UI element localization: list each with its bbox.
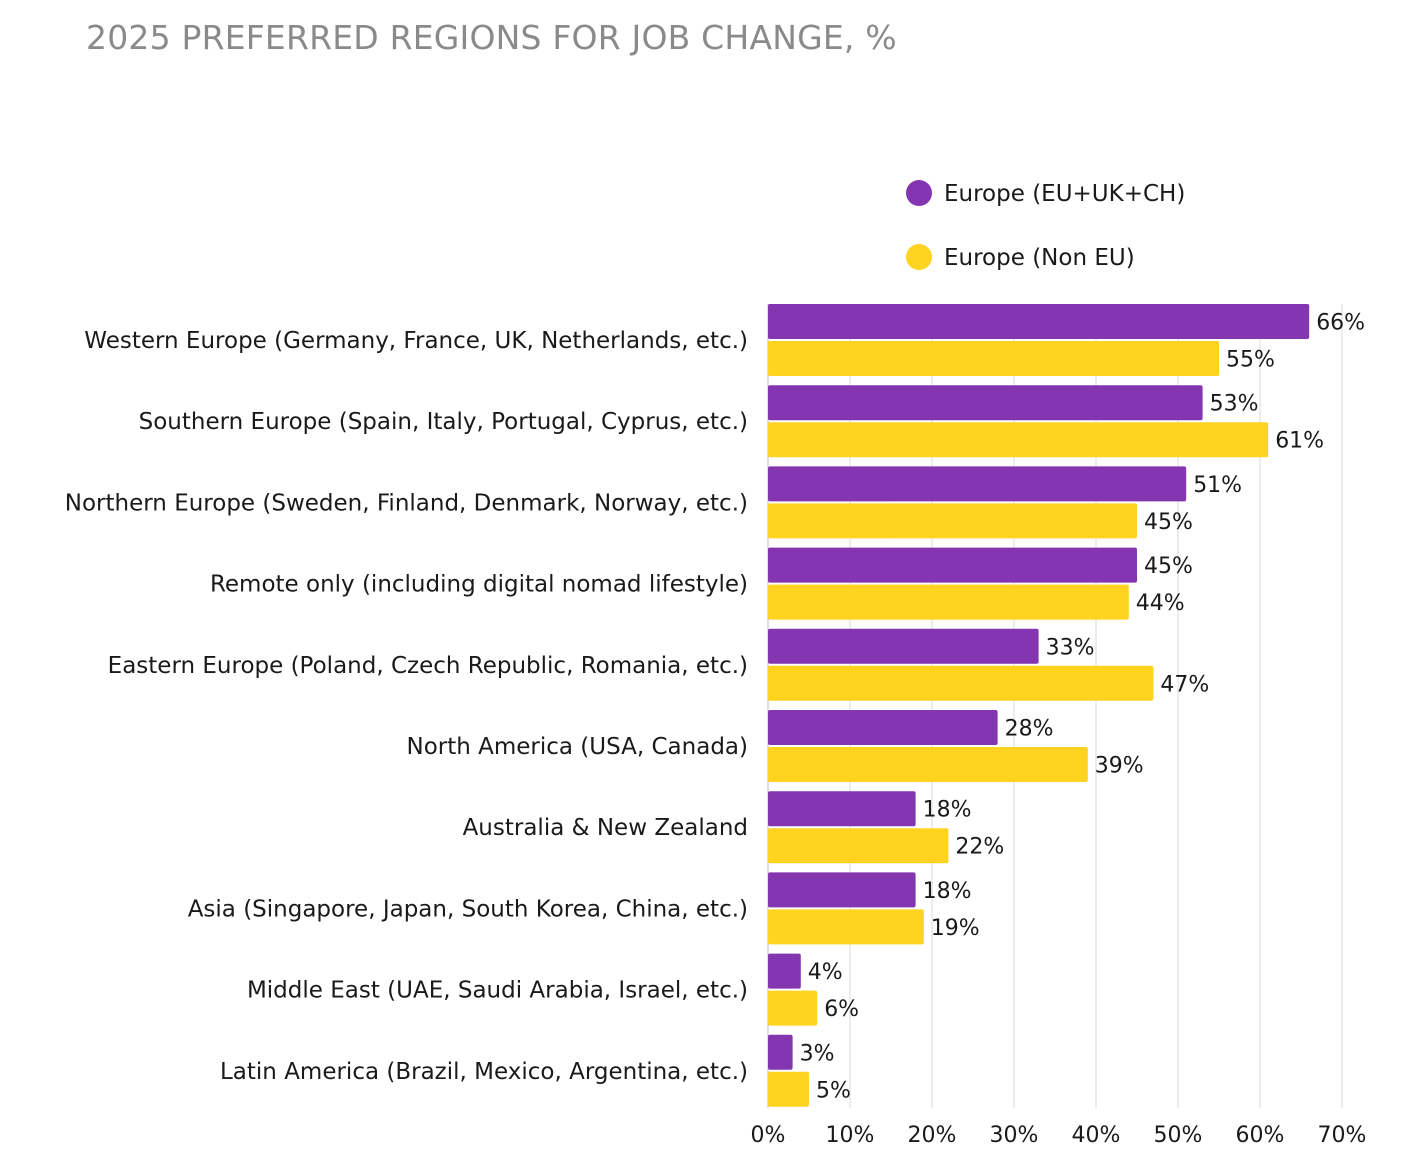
labels: 0% 10% 20% 30% 40% 50% 60% 70% 66% 55% Western Eur… bbox=[65, 311, 1367, 1149]
data-label: 45% bbox=[1144, 510, 1193, 535]
legend-label: Europe (Non EU) bbox=[944, 245, 1135, 271]
bars bbox=[768, 304, 1310, 1107]
data-label: 66% bbox=[1316, 311, 1365, 336]
chart-title: 2025 PREFERRED REGIONS FOR JOB CHANGE, % bbox=[86, 18, 897, 57]
data-label: 39% bbox=[1095, 754, 1144, 779]
data-label: 5% bbox=[816, 1078, 851, 1103]
legend: Europe (EU+UK+CH) Europe (Non EU) bbox=[906, 180, 1185, 271]
bar bbox=[768, 628, 1039, 664]
bar bbox=[768, 304, 1310, 339]
legend-marker bbox=[906, 180, 932, 206]
data-label: 53% bbox=[1210, 392, 1259, 417]
x-tick-label: 20% bbox=[908, 1123, 957, 1148]
data-label: 19% bbox=[931, 916, 980, 941]
bar bbox=[768, 385, 1203, 421]
category-label: Northern Europe (Sweden, Finland, Denmar… bbox=[65, 490, 748, 516]
bar bbox=[768, 341, 1219, 376]
data-label: 44% bbox=[1136, 591, 1185, 616]
data-label: 4% bbox=[808, 960, 843, 985]
category-label: Latin America (Brazil, Mexico, Argentina… bbox=[220, 1059, 748, 1085]
bar bbox=[768, 422, 1269, 458]
legend-label: Europe (EU+UK+CH) bbox=[944, 181, 1185, 207]
category-label: Southern Europe (Spain, Italy, Portugal,… bbox=[139, 409, 748, 435]
bar bbox=[768, 710, 998, 745]
category-label: Australia & New Zealand bbox=[463, 815, 748, 841]
data-label: 33% bbox=[1046, 635, 1095, 660]
x-tick-label: 0% bbox=[751, 1123, 786, 1148]
bar bbox=[768, 909, 924, 945]
data-label: 51% bbox=[1193, 473, 1242, 498]
data-label: 3% bbox=[800, 1041, 835, 1066]
bar bbox=[768, 503, 1137, 539]
data-label: 61% bbox=[1275, 429, 1324, 454]
bar bbox=[768, 547, 1137, 583]
legend-marker bbox=[906, 244, 932, 270]
bar bbox=[768, 1071, 809, 1107]
category-label: North America (USA, Canada) bbox=[406, 734, 748, 760]
data-label: 22% bbox=[955, 835, 1004, 860]
data-label: 6% bbox=[824, 997, 859, 1022]
bar bbox=[768, 665, 1154, 701]
data-label: 47% bbox=[1160, 672, 1209, 697]
category-label: Western Europe (Germany, France, UK, Net… bbox=[84, 328, 748, 354]
x-tick-label: 70% bbox=[1318, 1123, 1367, 1148]
x-tick-label: 40% bbox=[1072, 1123, 1121, 1148]
bar bbox=[768, 584, 1129, 620]
data-label: 45% bbox=[1144, 554, 1193, 579]
x-tick-label: 10% bbox=[826, 1123, 875, 1148]
category-label: Asia (Singapore, Japan, South Korea, Chi… bbox=[188, 896, 748, 922]
bar bbox=[768, 791, 916, 827]
data-label: 18% bbox=[923, 879, 972, 904]
x-tick-label: 30% bbox=[990, 1123, 1039, 1148]
bar bbox=[768, 872, 916, 908]
bar bbox=[768, 1034, 793, 1070]
x-tick-label: 50% bbox=[1154, 1123, 1203, 1148]
bar bbox=[768, 747, 1088, 782]
category-label: Eastern Europe (Poland, Czech Republic, … bbox=[108, 653, 748, 679]
data-label: 18% bbox=[923, 798, 972, 823]
data-label: 28% bbox=[1005, 717, 1054, 742]
x-tick-label: 60% bbox=[1236, 1123, 1285, 1148]
category-label: Middle East (UAE, Saudi Arabia, Israel, … bbox=[247, 978, 748, 1004]
bar bbox=[768, 828, 949, 864]
bar bbox=[768, 466, 1187, 502]
category-label: Remote only (including digital nomad lif… bbox=[210, 572, 748, 598]
bar bbox=[768, 953, 801, 989]
data-label: 55% bbox=[1226, 348, 1275, 373]
bar bbox=[768, 990, 818, 1026]
